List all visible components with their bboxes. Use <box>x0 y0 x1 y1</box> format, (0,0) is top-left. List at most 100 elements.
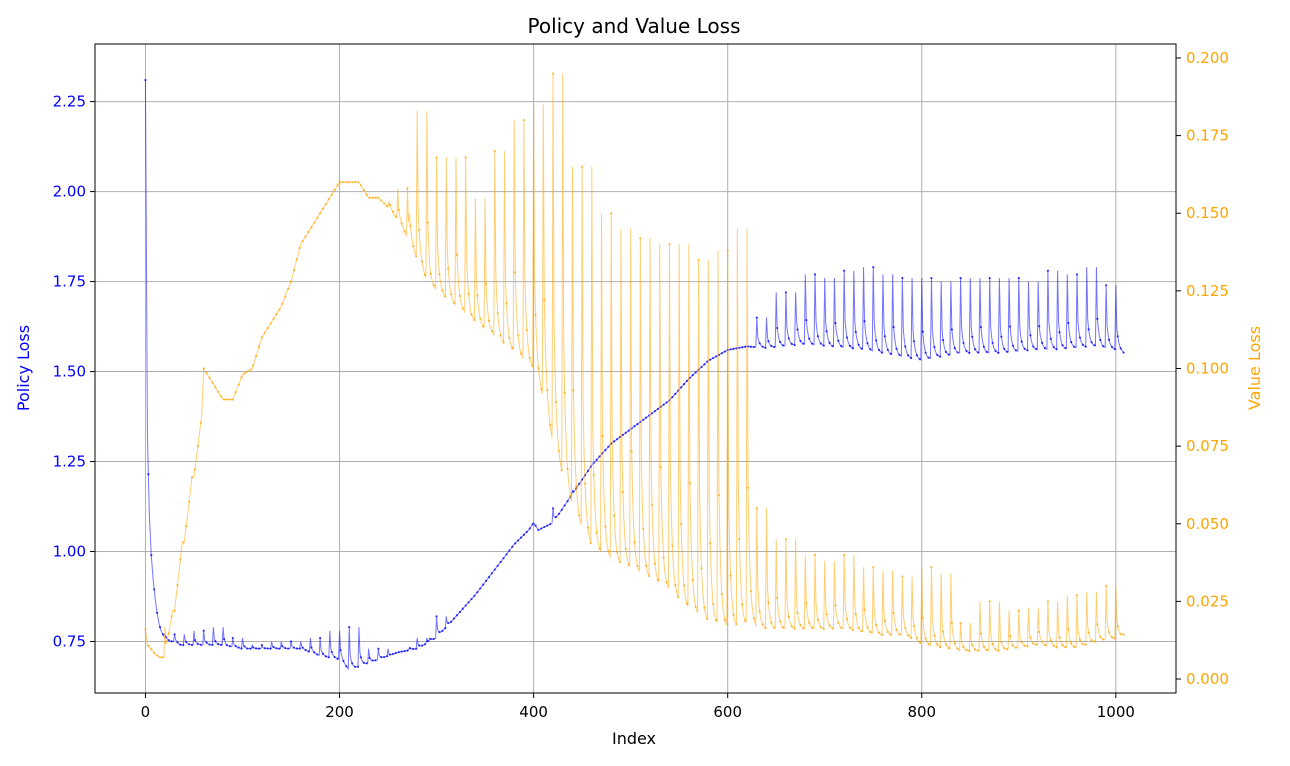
value-loss-point <box>362 188 365 192</box>
value-loss-point <box>557 449 560 452</box>
value-loss-point <box>365 193 368 196</box>
policy-loss-point <box>158 626 162 629</box>
policy-loss-point <box>228 645 231 648</box>
value-loss-point <box>1075 594 1079 597</box>
policy-loss-point <box>1052 346 1055 349</box>
policy-loss-point <box>942 339 945 342</box>
policy-loss-point <box>1078 336 1082 339</box>
value-loss-point <box>965 648 968 652</box>
policy-loss-point <box>333 655 336 659</box>
value-loss-point <box>589 542 592 545</box>
value-loss-point <box>438 272 441 276</box>
policy-loss-point <box>150 554 153 557</box>
value-loss-point <box>185 524 188 528</box>
policy-loss-point <box>811 342 814 345</box>
value-loss-point <box>406 187 409 190</box>
x-tick-label: 800 <box>907 703 936 721</box>
value-loss-point <box>316 216 319 219</box>
policy-loss-point <box>875 339 878 342</box>
policy-loss-point <box>388 653 392 656</box>
value-loss-point <box>231 398 234 401</box>
value-loss-point <box>272 317 275 320</box>
policy-loss-point <box>857 343 860 346</box>
value-loss-point <box>182 541 185 544</box>
policy-loss-point <box>682 383 686 386</box>
value-loss-point <box>368 196 371 199</box>
value-loss-point <box>1061 643 1064 647</box>
policy-loss-point <box>1023 347 1026 350</box>
policy-loss-point <box>843 269 846 272</box>
left-y-axis-label: Policy Loss <box>14 325 33 411</box>
value-loss-point <box>598 547 601 550</box>
policy-loss-point <box>1003 347 1006 350</box>
policy-loss-point <box>1116 335 1119 338</box>
value-loss-point <box>691 579 694 582</box>
value-loss-point <box>746 486 750 489</box>
value-loss-point <box>519 352 523 355</box>
policy-loss-point <box>211 643 214 647</box>
policy-loss-point <box>202 629 205 632</box>
policy-loss-point <box>994 349 997 352</box>
policy-loss-point <box>595 458 598 461</box>
policy-loss-point <box>892 326 895 329</box>
value-loss-point <box>292 269 296 272</box>
policy-loss-point <box>944 350 948 354</box>
policy-loss-point <box>237 646 240 649</box>
policy-loss-point <box>514 542 517 545</box>
policy-loss-point <box>301 646 304 649</box>
value-loss-point <box>805 602 808 605</box>
policy-loss-point <box>860 347 863 350</box>
policy-loss-point <box>700 365 703 369</box>
policy-loss-point <box>196 642 199 645</box>
value-loss-point <box>377 196 380 199</box>
policy-loss-point <box>671 396 674 399</box>
value-loss-point <box>144 628 147 631</box>
policy-loss-point <box>982 345 985 348</box>
value-loss-point <box>161 656 165 659</box>
value-loss-point <box>752 617 755 620</box>
policy-loss-point <box>412 647 415 651</box>
policy-loss-point <box>822 344 825 347</box>
value-loss-point <box>1102 638 1105 641</box>
value-loss-point <box>383 202 386 205</box>
policy-loss-point <box>816 335 820 338</box>
policy-loss-point <box>516 539 520 542</box>
value-loss-point <box>484 283 488 286</box>
policy-loss-point <box>749 345 753 348</box>
policy-loss-point <box>1049 337 1052 340</box>
value-loss-point <box>319 212 322 215</box>
policy-loss-point <box>185 640 188 644</box>
value-loss-point <box>409 224 412 227</box>
right-y-tick-label: 0.200 <box>1186 49 1229 67</box>
policy-loss-point <box>563 504 566 507</box>
policy-loss-point <box>546 524 549 527</box>
value-loss-point <box>738 538 741 541</box>
value-loss-point <box>607 550 610 553</box>
value-loss-point <box>642 527 645 530</box>
policy-loss-point <box>790 342 793 345</box>
policy-loss-point <box>199 643 202 646</box>
value-loss-point <box>828 624 831 627</box>
value-loss-point <box>1070 642 1073 645</box>
value-loss-point <box>680 522 683 525</box>
left-y-tick-label: 2.00 <box>53 183 86 201</box>
policy-loss-point <box>324 655 328 658</box>
right-y-tick-label: 0.125 <box>1186 282 1229 300</box>
value-loss-point <box>843 553 846 556</box>
value-loss-line <box>144 73 1124 658</box>
policy-loss-point <box>877 348 881 352</box>
policy-loss-point <box>359 656 362 659</box>
policy-loss-point <box>473 594 476 597</box>
policy-loss-point <box>976 351 980 354</box>
policy-loss-point <box>479 587 482 590</box>
value-loss-point <box>621 490 624 493</box>
policy-loss-point <box>889 352 892 355</box>
policy-loss-point <box>1061 344 1064 347</box>
policy-loss-point <box>447 621 450 625</box>
policy-loss-point <box>1000 335 1003 338</box>
value-loss-point <box>321 207 325 210</box>
value-loss-point <box>831 627 834 630</box>
x-tick-label: 400 <box>519 703 548 721</box>
policy-loss-point <box>144 78 147 82</box>
policy-loss-point <box>691 374 694 377</box>
